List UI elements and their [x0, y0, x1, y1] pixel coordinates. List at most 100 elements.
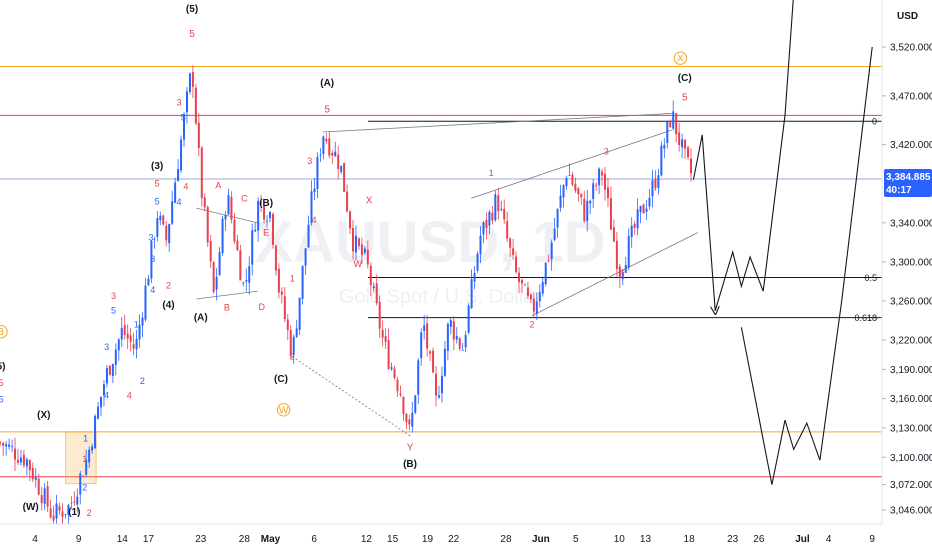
candle-body: [443, 348, 446, 376]
candle-body: [61, 511, 64, 517]
wave-label: 2: [82, 482, 87, 492]
candle-body: [340, 165, 343, 172]
candle-body: [642, 204, 645, 214]
time-axis[interactable]: 4 9 14 17 23 28 May 6 12 15 19 22 28 Jun 5 10 13 18 23 26 Ju…: [0, 523, 882, 550]
wave-label: (4): [162, 300, 174, 311]
candle-body: [304, 248, 307, 266]
candle-body: [263, 205, 266, 220]
candle-body: [618, 266, 621, 278]
candle-body: [402, 397, 405, 414]
wave-label: (W): [23, 502, 39, 513]
x-tick-label: 14: [117, 534, 129, 545]
candle-body: [126, 333, 129, 339]
wave-label: 5: [181, 112, 186, 122]
candle-body: [206, 206, 209, 243]
candle-body: [191, 72, 194, 87]
candle-body: [138, 324, 141, 340]
candle-body: [310, 191, 313, 223]
candle-body: [301, 265, 304, 299]
candle-body: [271, 214, 274, 245]
candle-body: [331, 152, 334, 156]
candle-body: [233, 219, 236, 242]
candle-body: [660, 145, 663, 176]
candle-body: [11, 446, 14, 447]
candle-body: [337, 154, 340, 169]
y-tick-label: 3,340.000: [890, 218, 932, 229]
candle-body: [105, 368, 108, 384]
wave-label: (X): [37, 410, 50, 421]
candle-body: [43, 488, 46, 505]
currency-label: USD: [897, 11, 918, 22]
trend-line[interactable]: [196, 207, 258, 224]
candle-body: [102, 384, 105, 396]
candle-body: [592, 183, 595, 199]
candle-body: [111, 363, 114, 377]
candle-body: [684, 139, 687, 149]
candle-body: [544, 262, 547, 285]
candle-body: [630, 225, 633, 238]
candle-body: [636, 209, 639, 229]
projection-path[interactable]: [714, 0, 802, 311]
candle-body: [129, 335, 132, 342]
price-axis[interactable]: USD 3,046.000 3,072.000 3,100.000 3,130.000…: [881, 0, 932, 550]
x-tick-label: 23: [727, 534, 739, 545]
trend-line[interactable]: [531, 232, 698, 316]
wave-label: W: [279, 405, 289, 416]
wave-label: Y: [407, 442, 414, 453]
candle-body: [435, 373, 438, 396]
candle-body: [156, 218, 159, 237]
candle-body: [645, 208, 648, 212]
candle-body: [114, 349, 117, 365]
candle-body: [366, 249, 369, 265]
candle-body: [328, 138, 331, 156]
trend-line[interactable]: [196, 290, 258, 300]
candle-body: [521, 279, 524, 284]
candle-body: [663, 144, 666, 149]
candle-body: [387, 340, 390, 369]
channels-layer: [196, 113, 698, 437]
trend-line[interactable]: [322, 113, 672, 133]
candle-body: [94, 416, 97, 449]
candle-body: [396, 379, 399, 392]
candle-body: [209, 240, 212, 262]
candle-body: [236, 240, 239, 251]
candle-body: [609, 197, 612, 230]
x-tick-label: 5: [573, 534, 579, 545]
candle-body: [334, 151, 337, 157]
projection-layer: [692, 0, 873, 485]
candle-body: [568, 174, 571, 176]
price-axis-background: [882, 0, 932, 550]
wave-label: 1: [82, 454, 87, 464]
candle-body: [28, 460, 31, 471]
wave-label: 5: [324, 104, 330, 115]
wave-label: (A): [320, 78, 334, 89]
y-tick-label: 3,300.000: [890, 257, 932, 268]
candle-body: [168, 224, 171, 244]
candle-body: [180, 139, 183, 171]
wave-label: 1: [83, 434, 88, 444]
x-tick-label: 4: [826, 534, 832, 545]
candle-body: [230, 196, 233, 220]
x-tick-label: 28: [239, 534, 251, 545]
x-tick-label: 23: [195, 534, 207, 545]
candle-body: [257, 200, 260, 231]
projection-path[interactable]: [740, 46, 873, 485]
projection-path[interactable]: [692, 134, 715, 311]
candle-body: [473, 273, 476, 282]
watermark-name: Gold Spot / U.S. Dollar: [339, 286, 542, 308]
candle-body: [354, 235, 357, 253]
trend-line[interactable]: [470, 129, 672, 199]
candle-body: [141, 317, 144, 326]
candle-body: [689, 158, 692, 174]
candle-body: [523, 284, 526, 286]
wave-label: 5: [111, 306, 116, 316]
candle-body: [482, 222, 485, 235]
candle-body: [188, 73, 191, 92]
candle-body: [123, 325, 126, 335]
candle-body: [461, 349, 464, 351]
candle-body: [218, 252, 221, 275]
candle-body: [411, 412, 414, 427]
candle-body: [289, 329, 292, 357]
